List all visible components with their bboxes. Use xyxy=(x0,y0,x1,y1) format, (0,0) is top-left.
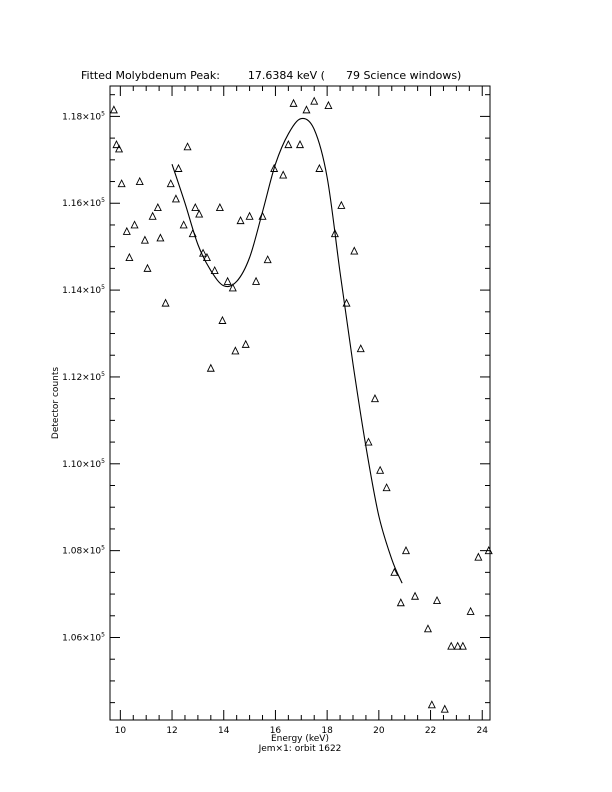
y-tick-labels: 1.06×105 1.08×105 1.10×105 1.12×105 1.14×105… xyxy=(62,110,105,643)
data-point xyxy=(458,641,467,650)
data-point xyxy=(342,298,351,307)
data-point xyxy=(474,552,483,561)
data-point xyxy=(115,144,124,153)
y-tick-label: 1.14×105 xyxy=(62,284,105,296)
data-point xyxy=(356,344,365,353)
data-point xyxy=(376,465,385,474)
data-point xyxy=(270,163,279,172)
y-tick-label: 1.10×105 xyxy=(62,458,105,470)
data-point xyxy=(364,437,373,446)
data-point xyxy=(199,248,208,257)
x-tick-label: 20 xyxy=(373,726,385,736)
data-point xyxy=(156,233,165,242)
data-point xyxy=(143,263,152,272)
x-tick-label: 24 xyxy=(477,726,489,736)
data-point xyxy=(148,211,157,220)
data-point xyxy=(279,170,288,179)
data-point xyxy=(390,567,399,576)
y-tick-label: 1.06×105 xyxy=(62,631,105,643)
data-point xyxy=(330,229,339,238)
data-point xyxy=(401,546,411,555)
x-tick-label: 14 xyxy=(218,726,230,736)
x-axis-label: Energy (keV) xyxy=(271,734,329,744)
y-axis-label: Detector counts xyxy=(51,367,61,439)
data-point xyxy=(396,598,405,607)
data-point xyxy=(337,200,346,209)
data-point xyxy=(166,179,175,188)
data-point xyxy=(206,363,215,372)
data-point xyxy=(210,265,219,275)
data-point xyxy=(218,315,227,324)
data-point xyxy=(350,246,359,255)
x-tick-label: 12 xyxy=(166,726,177,736)
data-point xyxy=(183,142,192,151)
data-point xyxy=(289,98,298,107)
plot-frame xyxy=(109,85,491,721)
data-point xyxy=(245,211,254,220)
y-tick-label: 1.16×105 xyxy=(62,197,105,209)
data-point xyxy=(153,202,162,212)
data-point xyxy=(112,140,121,149)
data-point xyxy=(324,100,333,109)
data-point xyxy=(258,211,267,220)
data-point xyxy=(202,252,211,261)
axis-ticks xyxy=(110,86,490,720)
data-point xyxy=(236,216,245,225)
x-tick-label: 10 xyxy=(115,726,127,736)
data-point xyxy=(130,220,139,229)
data-point xyxy=(310,96,319,105)
data-points xyxy=(109,96,493,713)
data-point xyxy=(161,298,170,307)
data-point xyxy=(231,346,240,355)
data-point xyxy=(125,252,134,261)
data-point xyxy=(423,624,432,633)
data-point xyxy=(427,700,436,709)
x-tick-labels: 10 12 14 16 18 20 22 24 xyxy=(115,726,489,736)
data-point xyxy=(484,546,493,555)
data-point xyxy=(315,163,324,172)
data-point xyxy=(109,105,118,114)
data-point xyxy=(215,202,224,212)
data-point xyxy=(140,235,149,244)
data-point xyxy=(295,140,305,149)
data-point xyxy=(179,220,188,229)
data-point xyxy=(135,176,144,185)
data-point xyxy=(174,163,183,172)
y-tick-label: 1.12×105 xyxy=(62,371,105,383)
data-point xyxy=(447,641,456,650)
data-point xyxy=(195,209,204,218)
data-point xyxy=(382,483,391,492)
data-point xyxy=(122,226,131,235)
data-point xyxy=(411,591,420,600)
data-point xyxy=(241,339,250,348)
y-tick-label: 1.18×105 xyxy=(62,110,105,122)
data-point xyxy=(171,194,180,203)
fit-curve xyxy=(171,117,403,584)
x-tick-label: 22 xyxy=(425,726,436,736)
data-point xyxy=(466,606,475,615)
chart-title: Fitted Molybdenum Peak: 17.6384 keV ( 79… xyxy=(81,69,461,82)
data-point xyxy=(302,105,311,114)
data-point xyxy=(252,276,261,285)
data-point xyxy=(223,276,232,285)
data-point xyxy=(188,229,197,238)
y-tick-label: 1.08×105 xyxy=(62,545,105,557)
data-point xyxy=(263,255,272,264)
chart-subtitle: Jem×1: orbit 1622 xyxy=(258,744,342,754)
data-point xyxy=(191,202,200,212)
data-point xyxy=(432,595,442,605)
data-point xyxy=(453,641,462,650)
data-point xyxy=(440,704,449,713)
data-point xyxy=(117,179,126,188)
data-point xyxy=(370,394,379,403)
x-tick-label: 18 xyxy=(321,726,333,736)
data-point xyxy=(228,283,237,292)
data-point xyxy=(284,140,293,149)
x-tick-label: 16 xyxy=(270,726,282,736)
